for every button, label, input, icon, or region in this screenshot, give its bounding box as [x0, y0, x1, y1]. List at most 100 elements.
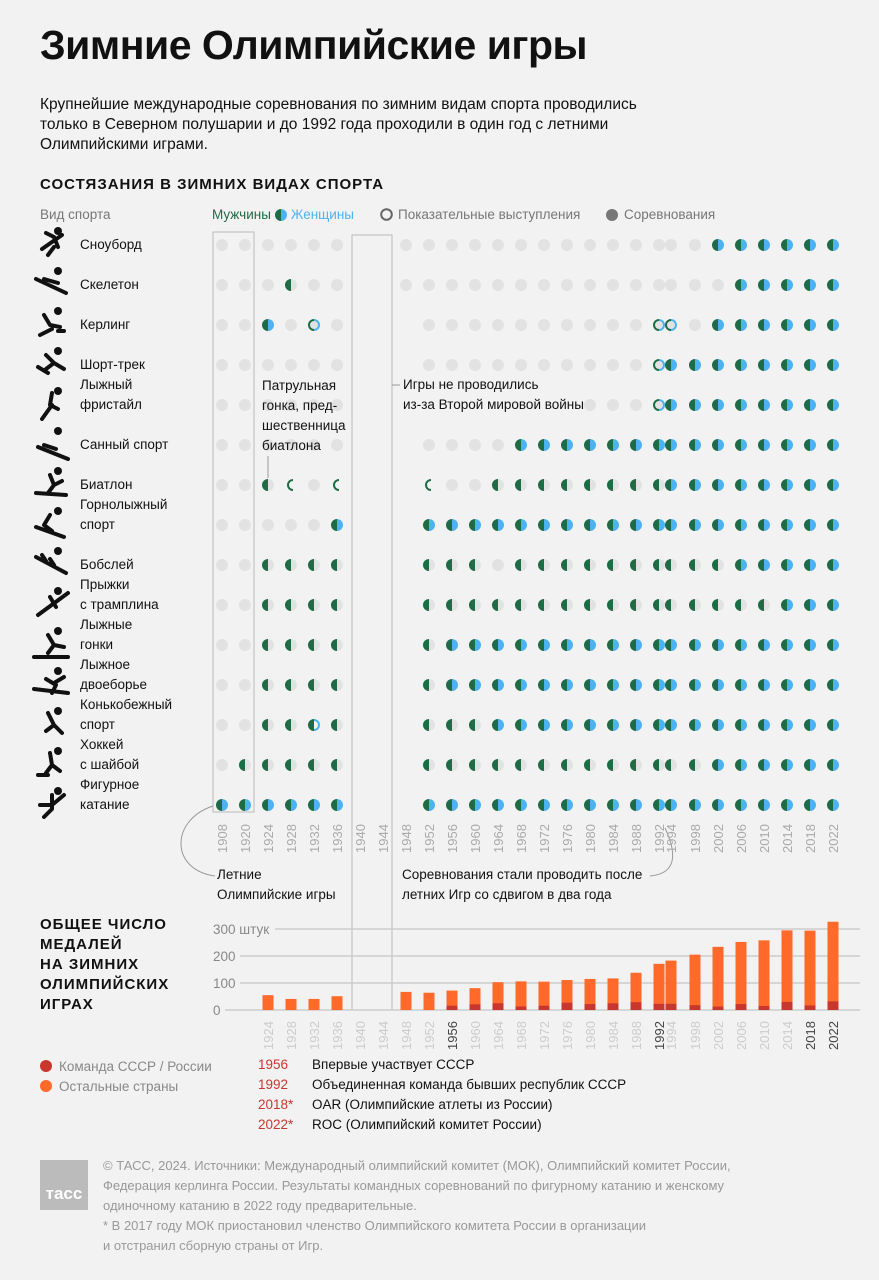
dot-1968 [515, 559, 527, 571]
men-half [781, 639, 787, 651]
dot-2018 [804, 679, 816, 691]
women-half [764, 559, 770, 571]
men-half [538, 759, 544, 771]
men-half [827, 439, 833, 451]
dot-2006 [735, 679, 747, 691]
icon-body [34, 513, 66, 539]
men-half [735, 439, 741, 451]
page-title: Зимние Олимпийские игры [40, 22, 588, 68]
dot-1952 [423, 239, 435, 251]
dot-2010 [758, 639, 770, 651]
men-exhibition-ring [287, 479, 294, 491]
dot-2010 [758, 759, 770, 771]
men-half [607, 639, 613, 651]
men-half [607, 679, 613, 691]
sport-label-line: Биатлон [80, 477, 133, 492]
bar-total-1988 [630, 972, 642, 1010]
men-half [262, 719, 268, 731]
empty-dot [262, 439, 274, 451]
men-half [827, 359, 833, 371]
women-half [810, 639, 816, 651]
alpine-skiing-icon [34, 507, 66, 539]
filled-dot-icon [606, 208, 618, 221]
year-label: 1952 [422, 824, 437, 853]
dot-1988 [630, 359, 642, 371]
dot-2018 [804, 479, 816, 491]
year-label: 1944 [376, 824, 391, 853]
dot-1998 [689, 679, 701, 691]
empty-dot [285, 519, 297, 531]
dot-2022 [827, 359, 839, 371]
dot-1988 [630, 679, 642, 691]
dot-1932 [308, 399, 320, 411]
women-half [475, 679, 481, 691]
women-half [636, 799, 642, 811]
dot-1980 [584, 639, 596, 651]
empty-dot [216, 239, 228, 251]
dot-1920 [239, 239, 251, 251]
men-half [665, 679, 671, 691]
freestyle-icon [40, 387, 62, 421]
dot-1994 [665, 479, 677, 491]
x-tick-label: 2010 [757, 1021, 772, 1050]
year-label: 1998 [688, 824, 703, 853]
dot-2014 [781, 639, 793, 651]
men-exhibition-ring [425, 479, 432, 491]
dot-2002 [712, 279, 724, 291]
dot-1964 [492, 679, 504, 691]
annotation-leader [649, 827, 674, 877]
men-half [469, 559, 475, 571]
half-dot-icon [274, 208, 287, 221]
dot-1964 [492, 359, 504, 371]
men-half [607, 439, 613, 451]
women-ring [670, 319, 677, 331]
men-half [758, 759, 764, 771]
men-half [804, 239, 810, 251]
women-half [498, 639, 504, 651]
women-half [810, 799, 816, 811]
men-half [446, 799, 452, 811]
empty-dot [308, 399, 320, 411]
x-tick-label: 1964 [491, 1021, 506, 1050]
dot-2010 [758, 679, 770, 691]
men-half [331, 519, 337, 531]
dot-1998 [689, 719, 701, 731]
dot-1992 [653, 279, 665, 291]
men-half [331, 559, 337, 571]
women-half [613, 679, 619, 691]
dot-1992 [653, 679, 665, 691]
men-half [781, 479, 787, 491]
dot-1998 [689, 239, 701, 251]
dot-1980 [584, 719, 596, 731]
men-exhibition-ring [333, 479, 340, 491]
dot-1960 [469, 639, 481, 651]
empty-dot [446, 359, 458, 371]
dot-1936 [331, 639, 343, 651]
dot-1976 [561, 359, 573, 371]
men-half [607, 799, 613, 811]
men-half [712, 679, 718, 691]
dot-1964 [492, 479, 504, 491]
dot-1936 [331, 359, 343, 371]
men-half [735, 519, 741, 531]
dot-1932 [308, 519, 320, 531]
icon-head [54, 427, 62, 435]
men-half [665, 639, 671, 651]
sport-label: Шорт-трек [80, 355, 145, 375]
x-tick-label: 1956 [445, 1021, 460, 1050]
icon-body [44, 711, 64, 735]
dot-1988 [630, 559, 642, 571]
dot-1972 [538, 519, 550, 531]
women-half [833, 679, 839, 691]
women-half [695, 399, 701, 411]
men-half [423, 559, 429, 571]
men-half [469, 719, 475, 731]
empty-dot [308, 439, 320, 451]
x-tick-label: 1948 [399, 1021, 414, 1050]
dot-2002 [712, 599, 724, 611]
x-tick-label: 1952 [422, 1021, 437, 1050]
legend-others: Остальные страны [59, 1078, 179, 1094]
men-half [712, 759, 718, 771]
men-half [827, 719, 833, 731]
dot-1972 [538, 279, 550, 291]
